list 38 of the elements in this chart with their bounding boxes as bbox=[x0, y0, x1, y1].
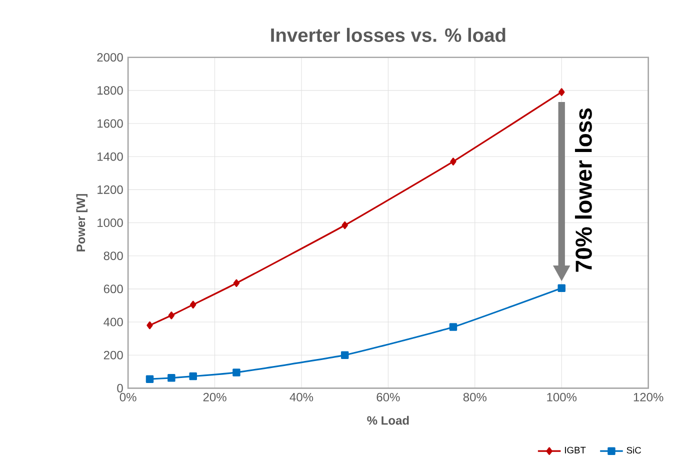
x-tick-label: 60% bbox=[376, 392, 400, 402]
point bbox=[340, 351, 349, 360]
point bbox=[168, 374, 176, 382]
point bbox=[558, 284, 566, 292]
y-tick-label: 1600 bbox=[98, 119, 123, 128]
point bbox=[168, 312, 175, 320]
point bbox=[190, 300, 196, 309]
annotation: 70% lower loss bbox=[574, 108, 592, 272]
y-tick-label: 200 bbox=[104, 350, 123, 360]
point bbox=[342, 221, 348, 230]
y-tick-label: 2000 bbox=[97, 53, 123, 62]
y-tick-label: 1800 bbox=[98, 86, 123, 95]
x-tick-label: 40% bbox=[290, 392, 314, 402]
y-tick-label: 800 bbox=[104, 252, 123, 260]
y-tick-label: 1000 bbox=[98, 218, 123, 228]
y-tick-label: 0 bbox=[117, 384, 123, 392]
x-axis-title: % Load bbox=[367, 416, 409, 425]
x-tick-label: 120% bbox=[634, 392, 664, 402]
point bbox=[189, 372, 197, 380]
point bbox=[450, 158, 456, 166]
x-tick-label: 20% bbox=[203, 392, 226, 402]
point bbox=[146, 375, 154, 384]
chart-title: Inverter losses vs. % load bbox=[271, 28, 506, 42]
x-tick-label: 0% bbox=[120, 392, 136, 402]
point bbox=[146, 322, 153, 330]
y-tick-label: 400 bbox=[104, 318, 123, 326]
point bbox=[232, 368, 240, 376]
y-tick-label: 1200 bbox=[98, 185, 123, 194]
y-axis-title: Power [W] bbox=[76, 194, 88, 252]
y-tick-label: 600 bbox=[104, 284, 123, 294]
legend-label: SiC bbox=[626, 446, 642, 454]
x-tick-label: 100% bbox=[547, 392, 577, 402]
x-tick-label: 80% bbox=[463, 392, 486, 402]
point bbox=[558, 88, 565, 96]
point bbox=[449, 323, 458, 331]
y-tick-label: 1400 bbox=[98, 152, 123, 161]
point bbox=[233, 279, 240, 288]
legend-label: IGBT bbox=[565, 446, 586, 454]
